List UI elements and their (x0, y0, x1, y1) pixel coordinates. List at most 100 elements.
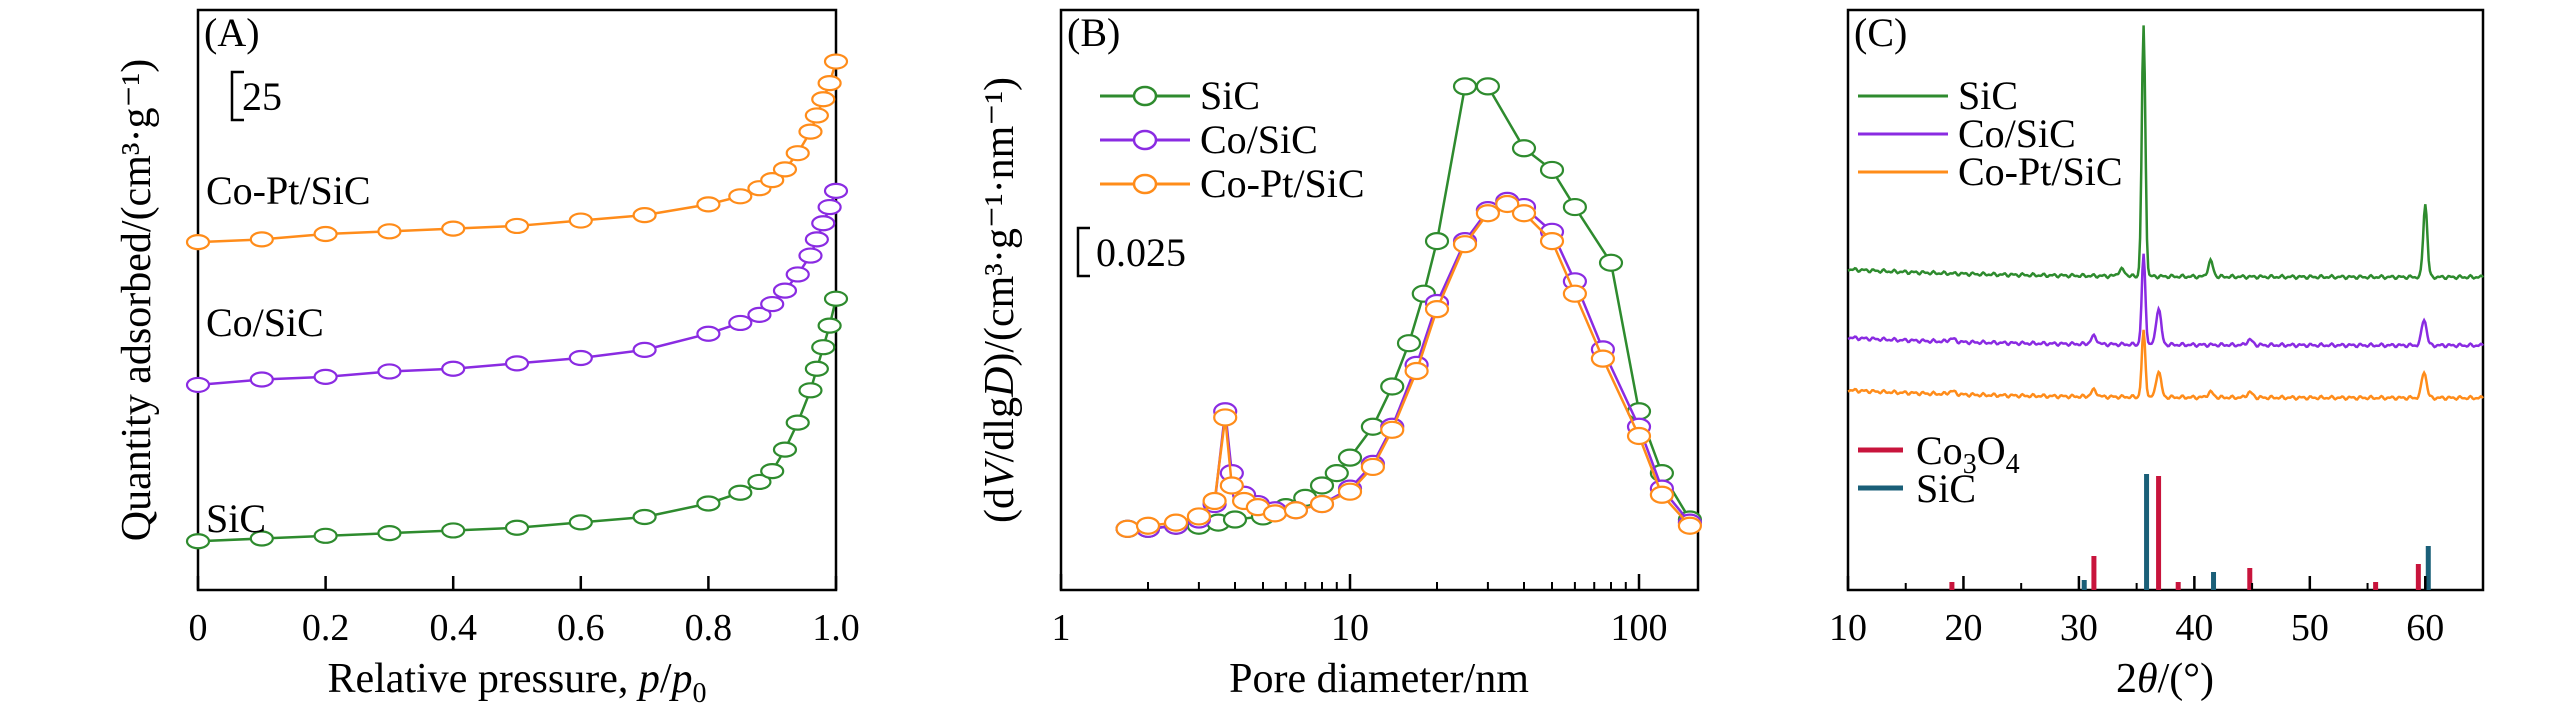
panel-b-point-sic (1598, 253, 1624, 272)
panel-b-scale-bar-value: 0.025 (1096, 230, 1186, 275)
panel-b-point-co-pt-sic (1452, 235, 1478, 254)
panel-b-point-co-pt-sic (1115, 519, 1140, 538)
panel-b-point-co-pt-sic (1219, 476, 1244, 495)
panel-c-x-tick-label: 10 (1829, 607, 1867, 649)
panel-a-point-sic (811, 339, 836, 356)
panel-a-series-line-co-pt-sic (197, 61, 838, 244)
panel-a-point-co-pt-sic (377, 223, 402, 240)
panel-a-point-sic (632, 508, 657, 526)
panel-b-point-co-pt-sic (1649, 485, 1674, 504)
panel-a-point-co-sic (804, 231, 829, 248)
panel-a-point-co-sic (798, 247, 823, 264)
panel-a-point-co-pt-sic (696, 196, 721, 213)
panel-a-x-tick-label: 1.0 (812, 607, 860, 649)
panel-a-scale-bar (230, 70, 244, 122)
panel-a-x-tick-label: 0.2 (302, 607, 350, 649)
panel-b-point-co-pt-sic (1539, 231, 1565, 251)
panel-b-point-co-pt-sic (1309, 494, 1335, 514)
panel-b-legend-label-co-pt-sic: Co-Pt/SiC (1200, 161, 1365, 206)
panel-a-point-co-pt-sic (804, 107, 829, 124)
panel-b-x-axis: 1 10 100 (1052, 574, 1668, 649)
panel-b-point-co-pt-sic (1380, 420, 1405, 439)
panel-b-point-co-pt-sic (1262, 504, 1288, 523)
panel-b-scale-bar (1076, 226, 1090, 278)
panel-b-point-co-pt-sic (1283, 501, 1309, 520)
panel-a-point-co-sic (785, 266, 810, 283)
panel-b-point-co-pt-sic (1495, 194, 1520, 214)
panel-a-point-co-pt-sic (798, 123, 823, 140)
panel-b-point-sic (1324, 464, 1349, 483)
panel-a-point-co-sic (441, 360, 466, 377)
panel-a-point-co-pt-sic (728, 188, 753, 205)
panel-a-point-co-pt-sic (760, 172, 785, 189)
panel-c-pattern-sic (1847, 25, 2485, 281)
panel-b-x-tick-label: 10 (1331, 607, 1369, 649)
panel-a-point-sic (817, 317, 842, 334)
panel-c-x-tick-label: 40 (2175, 607, 2213, 649)
panel-a-y-axis-title: Quantity adsorbed/(cm³·g⁻¹) (114, 59, 160, 541)
panel-c-x-axis-title: 2θ/(°) (2116, 656, 2214, 702)
panel-a-point-co-sic (728, 314, 753, 332)
panel-a-point-co-sic (772, 282, 798, 299)
panel-a-point-sic (249, 530, 274, 547)
panel-a-curve-label-sic: SiC (206, 496, 266, 541)
panel-b-legend-marker-co-sic (1132, 129, 1158, 151)
panel-b-point-co-pt-sic (1360, 457, 1385, 477)
panel-a-point-co-pt-sic (772, 161, 798, 178)
panel-b-point-sic (1511, 139, 1537, 158)
panel-c-x-axis: 10 20 30 40 50 60 (1829, 576, 2444, 649)
panel-a-point-co-pt-sic (441, 220, 466, 237)
panel-a-point-co-pt-sic (817, 75, 842, 92)
panel-b-point-co-pt-sic (1562, 284, 1587, 303)
panel-a-point-co-sic (760, 295, 785, 313)
panel-a: (A) 25 Co-Pt/SiC Co/SiC SiC 0 0.2 0.4 0.6 0.… (114, 8, 860, 709)
panel-a-point-co-pt-sic (568, 212, 593, 229)
panel-c-label: (C) (1854, 10, 1907, 55)
panel-b-label: (B) (1067, 10, 1120, 55)
panel-a-point-sic (728, 484, 753, 501)
panel-c-x-tick-label: 30 (2060, 607, 2098, 649)
panel-a-x-tick-label: 0.4 (429, 607, 477, 649)
panel-b-point-sic (1562, 197, 1587, 217)
panel-a-curve-label-copt: Co-Pt/SiC (206, 168, 371, 213)
panel-b-point-sic (1396, 334, 1422, 353)
panel-b-legend-label-sic: SiC (1200, 73, 1260, 118)
panel-b-legend-marker-co-pt-sic (1132, 173, 1158, 195)
panel-a-point-co-sic (632, 341, 657, 358)
panel-b-point-co-pt-sic (1677, 516, 1702, 535)
panel-a-point-co-pt-sic (632, 207, 657, 224)
panel-a-point-co-sic (504, 355, 530, 372)
panel-a-point-co-sic (568, 349, 593, 367)
panel-a-point-co-pt-sic (785, 145, 810, 162)
panel-a-x-axis-title: Relative pressure, p/p0 (327, 656, 706, 709)
panel-a-point-co-sic (249, 371, 274, 388)
panel-b-point-co-pt-sic (1511, 204, 1537, 223)
panel-b-point-sic (1380, 377, 1405, 396)
panel-a-point-co-sic (747, 306, 772, 323)
panel-c-x-tick-label: 50 (2291, 607, 2329, 649)
panel-a-point-co-sic (696, 325, 721, 342)
panel-b-x-axis-title: Pore diameter/nm (1229, 656, 1529, 702)
panel-a-point-co-pt-sic (249, 231, 274, 248)
panel-a-x-axis: 0 0.2 0.4 0.6 0.8 1.0 (189, 576, 860, 649)
panel-a-x-tick-label: 0 (189, 607, 208, 649)
panel-a-series (185, 53, 849, 550)
panel-a-curve-label-co: Co/SiC (206, 300, 324, 345)
panel-b-x-tick-label: 1 (1052, 607, 1071, 649)
panel-a-point-sic (772, 441, 798, 458)
panel-b-frame (1059, 8, 1700, 592)
panel-c-reference-bars (1949, 474, 2431, 590)
panel-b-point-co-pt-sic (1202, 491, 1227, 511)
panel-a-point-co-pt-sic (823, 53, 849, 70)
panel-a-point-sic (441, 522, 466, 539)
panel-b-point-co-pt-sic (1404, 361, 1429, 381)
panel-b-point-sic (1309, 476, 1335, 495)
panel-a-point-sic (185, 533, 211, 550)
panel-b-point-co-pt-sic (1163, 513, 1189, 532)
panel-b-point-sic (1222, 510, 1248, 529)
panel-b-point-co-pt-sic (1590, 349, 1616, 368)
